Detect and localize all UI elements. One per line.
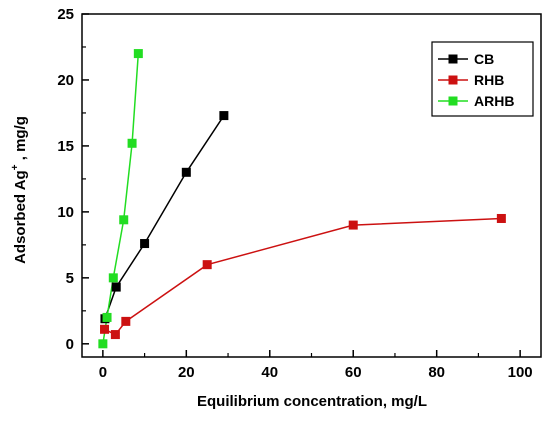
x-tick-label: 60 <box>345 364 362 381</box>
y-tick-label: 5 <box>66 270 74 287</box>
y-axis-title-superscript: + <box>10 164 21 170</box>
legend-marker-rhb <box>448 75 458 85</box>
data-point-arhb <box>108 273 118 283</box>
data-point-cb <box>111 282 121 292</box>
y-tick-label: 10 <box>57 204 74 221</box>
x-tick-label: 20 <box>178 364 195 381</box>
legend: CB RHB ARHB <box>431 41 534 117</box>
y-tick-label: 25 <box>57 6 74 23</box>
data-point-arhb <box>133 49 143 59</box>
legend-marker-cb <box>448 54 458 64</box>
data-point-cb <box>181 167 191 177</box>
chart-marks <box>98 49 506 349</box>
y-axis-title: Adsorbed Ag+ , mg/g <box>10 116 29 264</box>
x-tick-label: 40 <box>261 364 278 381</box>
legend-label-arhb: ARHB <box>474 93 514 109</box>
y-tick-label: 15 <box>57 138 74 155</box>
x-axis-title: Equilibrium concentration, mg/L <box>197 393 427 410</box>
data-point-cb <box>219 111 229 121</box>
data-point-arhb <box>98 339 108 349</box>
x-tick-label: 80 <box>428 364 445 381</box>
chart-ticks: 0 20 40 60 80 100 0 5 10 15 20 25 <box>57 6 532 381</box>
data-point-rhb <box>202 260 212 270</box>
y-axis-title-unit: , mg/g <box>12 116 29 164</box>
data-point-arhb <box>102 312 112 322</box>
y-axis-title-main: Adsorbed Ag <box>12 170 29 264</box>
legend-label-rhb: RHB <box>474 72 504 88</box>
data-point-rhb <box>496 213 506 223</box>
y-tick-label: 0 <box>66 336 74 353</box>
data-point-rhb <box>121 316 131 326</box>
x-tick-label: 0 <box>99 364 107 381</box>
y-tick-label: 20 <box>57 72 74 89</box>
data-point-arhb <box>119 215 129 225</box>
legend-label-cb: CB <box>474 51 494 67</box>
data-point-rhb <box>348 220 358 230</box>
data-point-rhb <box>110 330 120 340</box>
data-point-cb <box>140 239 150 249</box>
data-point-rhb <box>100 324 110 334</box>
series-line-rhb <box>104 217 502 336</box>
x-tick-label: 100 <box>508 364 533 381</box>
legend-marker-arhb <box>448 96 458 106</box>
data-point-arhb <box>127 138 137 148</box>
series-line-arhb <box>102 53 140 344</box>
